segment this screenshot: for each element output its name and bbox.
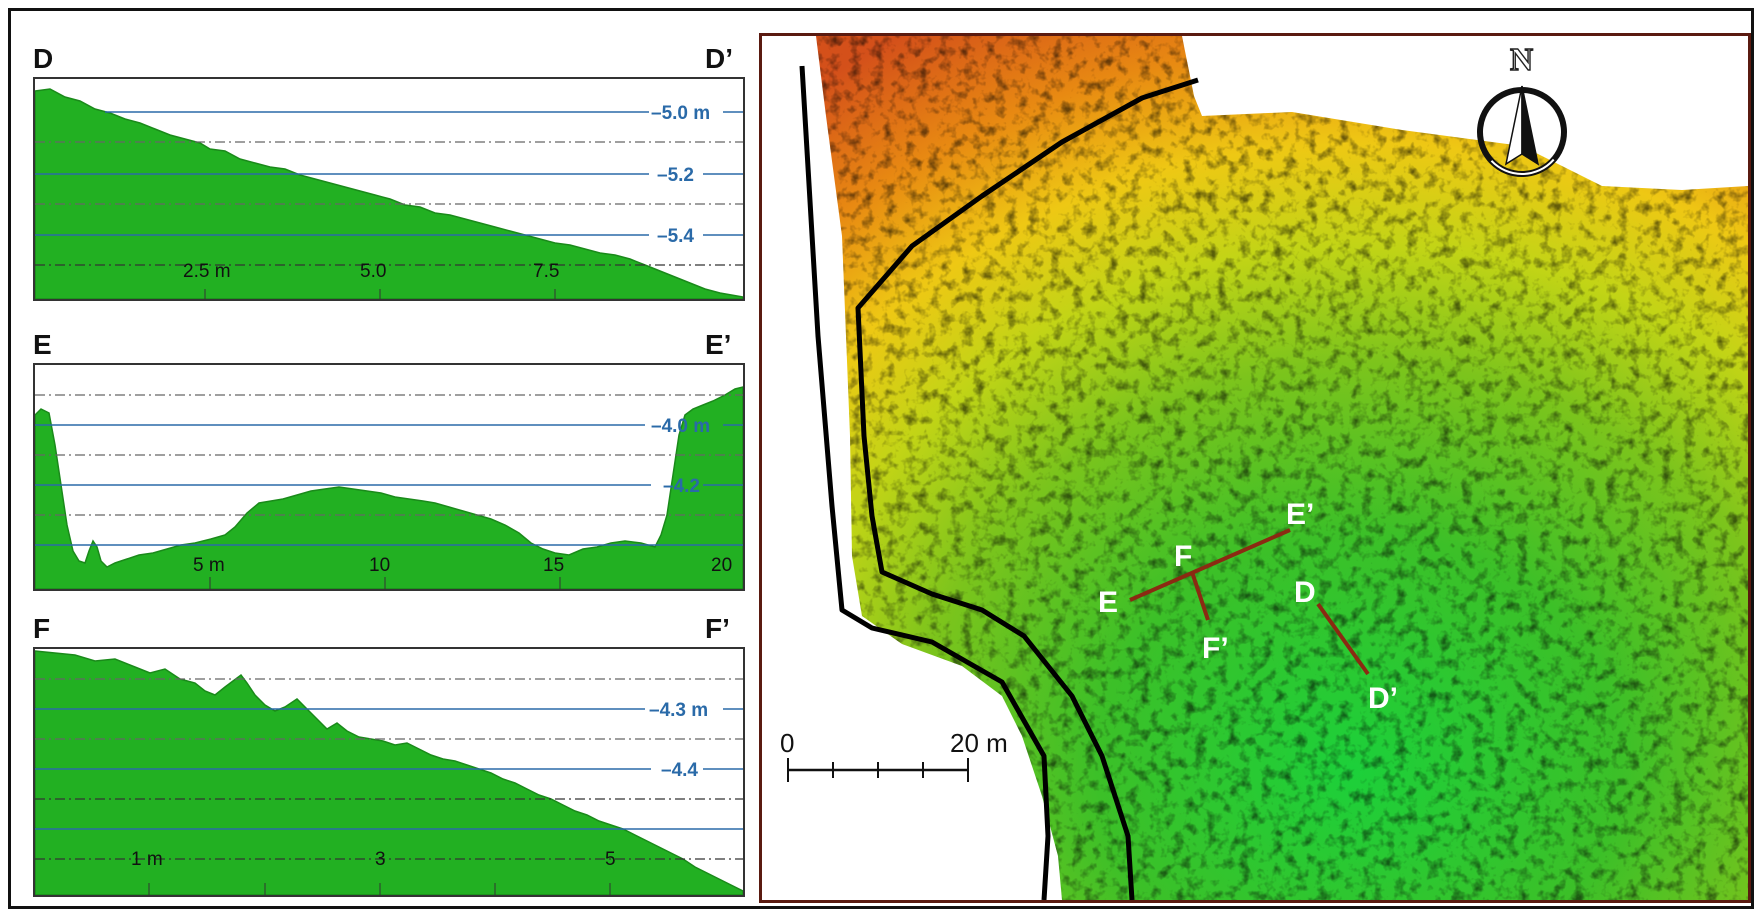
profile-d-elev-label: –5.2: [657, 165, 694, 186]
profile-e-panel: –4.0 m –4.2 5 m 10 15 20: [33, 363, 745, 591]
profile-e-end-label: E’: [705, 329, 732, 360]
profile-f-dist-label: 5: [605, 849, 616, 870]
profile-d-dist-label: 2.5 m: [183, 261, 231, 282]
profile-d-dist-label: 7.5: [533, 261, 559, 282]
map-label-d: D: [1294, 576, 1316, 609]
profile-d-panel: –5.0 m –5.2 –5.4 2.5 m 5.0 7.5: [33, 77, 745, 301]
profile-f-panel: –4.3 m –4.4 1 m 3 5: [33, 647, 745, 897]
transect-e: [1129, 528, 1291, 602]
profile-d-elev-label: –5.0 m: [651, 103, 710, 124]
map-label-d-end: D’: [1368, 682, 1398, 715]
map-label-f-end: F’: [1202, 632, 1229, 665]
profile-f-dist-label: 1 m: [131, 849, 163, 870]
transect-f: [1190, 571, 1210, 621]
boundary-line-inner: [855, 77, 1199, 900]
figure: D D’ –5.0 m –5.2 –5.4 2.5 m 5.0 7.5 E E’: [8, 8, 1754, 909]
profile-d-terrain: [35, 88, 743, 299]
boundary-line-outer: [799, 65, 1051, 900]
profile-d-elev-label: –5.4: [657, 226, 694, 247]
profile-f-plot: –4.3 m –4.4 1 m 3 5: [35, 650, 743, 895]
scale-bar: 0 20 m: [780, 728, 1008, 782]
profile-e-elev-label: –4.0 m: [651, 416, 710, 437]
profile-f-terrain: [35, 650, 743, 895]
profile-f-elev-label: –4.4: [661, 760, 698, 781]
map-svg: E E’ F F’ D D’ N: [780, 36, 1748, 900]
map-label-e-end: E’: [1286, 498, 1314, 531]
north-label: N: [1510, 41, 1533, 77]
scale-bar-start-label: 0: [780, 728, 794, 758]
profile-e-elev-label: –4.2: [663, 476, 700, 497]
profile-e-start-label: E: [33, 329, 52, 360]
profile-d-dist-label: 5.0: [360, 261, 386, 282]
map-label-e: E: [1098, 586, 1118, 619]
profile-f-elev-label: –4.3 m: [649, 700, 708, 721]
profile-e-dist-label: 15: [543, 555, 564, 576]
profile-e-dist-label: 10: [369, 555, 390, 576]
profile-f-dist-label: 3: [375, 849, 386, 870]
scale-bar-end-label: 20 m: [950, 728, 1008, 758]
profile-e-dist-label: 20: [711, 555, 732, 576]
profile-e-dist-label: 5 m: [193, 555, 225, 576]
profile-e-terrain: [35, 386, 743, 589]
profile-f-start-label: F: [33, 613, 51, 644]
transect-lines: [1129, 528, 1370, 676]
profile-d-start-label: D: [33, 43, 54, 74]
transect-d: [1316, 602, 1370, 676]
profile-e-plot: –4.0 m –4.2 5 m 10 15 20: [35, 386, 743, 589]
profile-f-end-label: F’: [705, 613, 730, 644]
north-arrow: N: [1477, 40, 1567, 177]
map-label-f: F: [1174, 540, 1192, 573]
profile-d-plot: –5.0 m –5.2 –5.4 2.5 m 5.0 7.5: [35, 88, 743, 299]
profile-d-end-label: D’: [705, 43, 733, 74]
elevation-map: E E’ F F’ D D’ N: [759, 33, 1751, 903]
